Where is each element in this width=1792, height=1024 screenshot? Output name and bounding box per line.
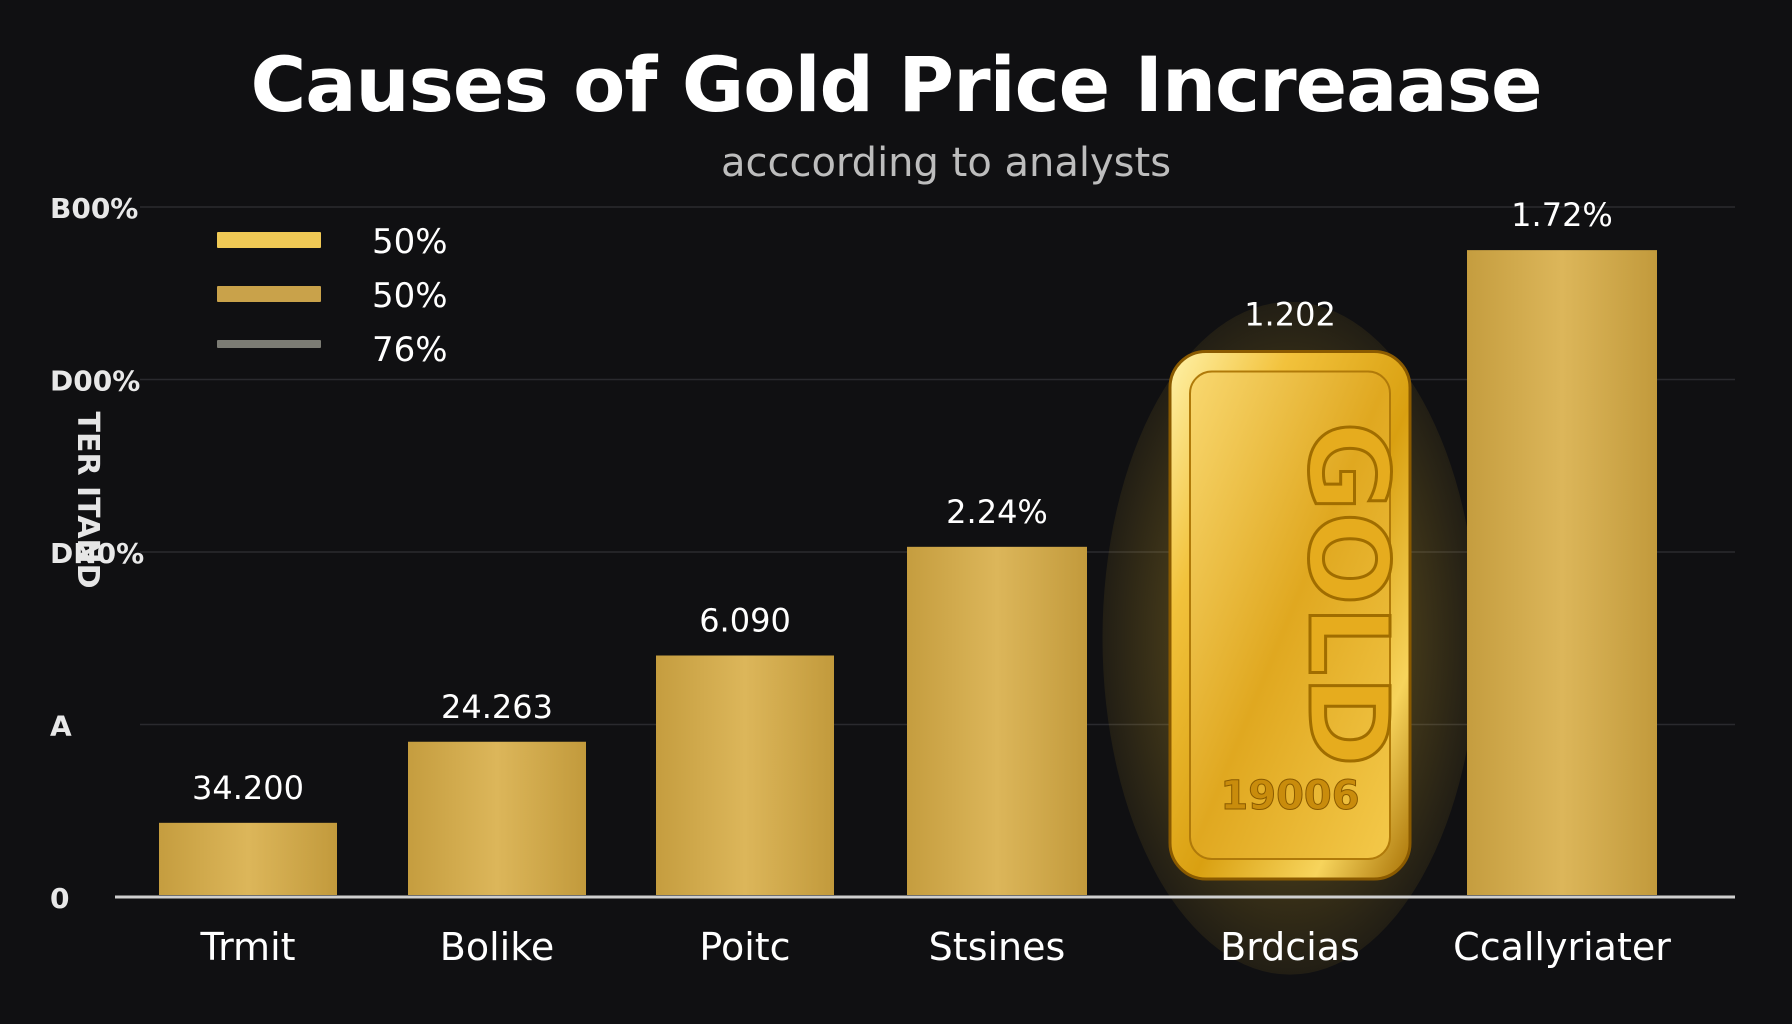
gold-bar-text: GOLD bbox=[1284, 422, 1412, 767]
legend-swatch bbox=[217, 232, 321, 248]
y-tick-label: 0 bbox=[50, 882, 69, 915]
x-tick-label: Ccallyriater bbox=[1453, 925, 1671, 969]
y-tick-label: DN0% bbox=[50, 537, 144, 570]
gold-bar: GOLD 19006 bbox=[1102, 301, 1478, 975]
gold-bar-face bbox=[1189, 370, 1391, 860]
data-label: 6.090 bbox=[699, 602, 791, 640]
legend-swatch bbox=[217, 340, 321, 348]
legend-label: 76% bbox=[372, 330, 448, 370]
data-label: 1.72% bbox=[1511, 196, 1613, 234]
bar bbox=[656, 655, 834, 895]
legend-label: 50% bbox=[372, 222, 448, 262]
bar bbox=[159, 822, 337, 895]
bar bbox=[408, 741, 586, 895]
data-label: 24.263 bbox=[441, 688, 553, 726]
chart-subtitle: acccording to analysts bbox=[720, 140, 1172, 186]
bar bbox=[907, 546, 1087, 895]
y-axis-label: TER ITAND bbox=[70, 411, 105, 588]
bar bbox=[1467, 250, 1657, 895]
data-label: 2.24% bbox=[946, 493, 1048, 531]
x-tick-label: Poitc bbox=[699, 925, 790, 969]
data-label: 1.202 bbox=[1244, 296, 1336, 334]
y-tick-label: A bbox=[50, 710, 72, 743]
y-tick-label: B00% bbox=[50, 192, 138, 225]
data-label: 34.200 bbox=[192, 769, 304, 807]
x-tick-label: Stsines bbox=[929, 925, 1066, 969]
y-tick-label: D00% bbox=[50, 365, 140, 398]
gold-bar-number: 19006 bbox=[1220, 773, 1359, 819]
legend-label: 50% bbox=[372, 276, 448, 316]
x-tick-label: Bolike bbox=[440, 925, 554, 969]
x-tick-label: Trmit bbox=[199, 925, 295, 969]
chart-title: Causes of Gold Price Increaase bbox=[250, 40, 1543, 129]
x-tick-label: Brdcias bbox=[1220, 925, 1360, 969]
legend-swatch bbox=[217, 286, 321, 302]
